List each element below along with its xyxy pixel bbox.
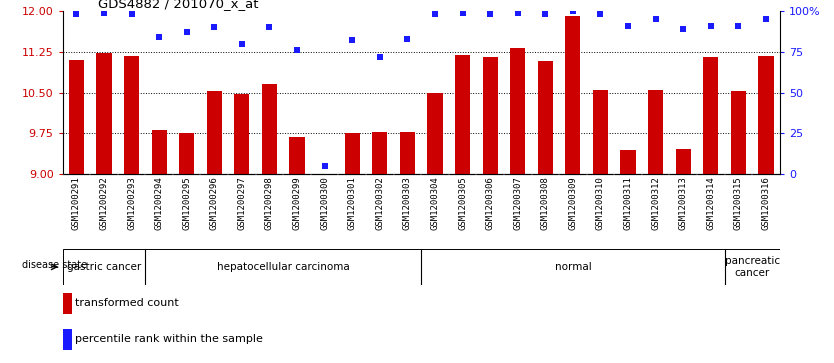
Bar bbox=[234, 94, 249, 174]
Bar bbox=[63, 293, 72, 314]
Point bbox=[759, 16, 772, 22]
Text: GSM1200298: GSM1200298 bbox=[265, 176, 274, 230]
Point bbox=[539, 11, 552, 17]
Bar bbox=[124, 56, 139, 174]
Bar bbox=[262, 84, 277, 174]
Text: GSM1200294: GSM1200294 bbox=[154, 176, 163, 230]
Point bbox=[649, 16, 662, 22]
Text: pancreatic
cancer: pancreatic cancer bbox=[725, 256, 780, 278]
Text: GSM1200316: GSM1200316 bbox=[761, 176, 771, 230]
Text: GSM1200310: GSM1200310 bbox=[596, 176, 605, 230]
Bar bbox=[179, 133, 194, 174]
Point bbox=[318, 163, 331, 169]
Bar bbox=[399, 132, 415, 174]
Bar bbox=[63, 329, 72, 350]
Bar bbox=[620, 150, 636, 174]
Point bbox=[400, 36, 414, 41]
Text: GSM1200306: GSM1200306 bbox=[485, 176, 495, 230]
Bar bbox=[427, 93, 443, 174]
Bar bbox=[703, 57, 718, 174]
Text: GSM1200295: GSM1200295 bbox=[182, 176, 191, 230]
Point bbox=[731, 23, 745, 29]
Text: normal: normal bbox=[555, 262, 591, 272]
Bar bbox=[152, 130, 167, 174]
Bar bbox=[207, 91, 222, 174]
Text: transformed count: transformed count bbox=[75, 298, 178, 308]
Point bbox=[263, 24, 276, 30]
Text: disease state: disease state bbox=[22, 260, 87, 270]
Text: GSM1200312: GSM1200312 bbox=[651, 176, 661, 230]
Point bbox=[208, 24, 221, 30]
Point bbox=[235, 41, 249, 46]
Text: GDS4882 / 201070_x_at: GDS4882 / 201070_x_at bbox=[98, 0, 259, 10]
Text: GSM1200304: GSM1200304 bbox=[430, 176, 440, 230]
Bar bbox=[510, 48, 525, 174]
Text: GSM1200311: GSM1200311 bbox=[624, 176, 632, 230]
Text: gastric cancer: gastric cancer bbox=[67, 262, 141, 272]
Point bbox=[511, 9, 525, 15]
Bar bbox=[758, 56, 774, 174]
Point bbox=[98, 9, 111, 15]
Bar bbox=[593, 90, 608, 174]
Text: GSM1200305: GSM1200305 bbox=[458, 176, 467, 230]
Bar bbox=[68, 60, 84, 174]
Text: GSM1200303: GSM1200303 bbox=[403, 176, 412, 230]
Text: GSM1200302: GSM1200302 bbox=[375, 176, 384, 230]
Point bbox=[290, 47, 304, 53]
Point bbox=[704, 23, 717, 29]
Bar bbox=[97, 53, 112, 174]
Point bbox=[153, 34, 166, 40]
Point bbox=[566, 8, 580, 14]
Text: GSM1200314: GSM1200314 bbox=[706, 176, 716, 230]
Text: GSM1200299: GSM1200299 bbox=[293, 176, 302, 230]
Point bbox=[484, 11, 497, 17]
Bar bbox=[731, 91, 746, 174]
Bar bbox=[483, 57, 498, 174]
Point bbox=[125, 11, 138, 17]
Text: GSM1200293: GSM1200293 bbox=[127, 176, 136, 230]
Text: GSM1200301: GSM1200301 bbox=[348, 176, 357, 230]
Text: GSM1200315: GSM1200315 bbox=[734, 176, 743, 230]
Point bbox=[594, 11, 607, 17]
Bar bbox=[455, 55, 470, 174]
Text: GSM1200300: GSM1200300 bbox=[320, 176, 329, 230]
Text: GSM1200313: GSM1200313 bbox=[679, 176, 688, 230]
Text: hepatocellular carcinoma: hepatocellular carcinoma bbox=[217, 262, 349, 272]
Text: GSM1200291: GSM1200291 bbox=[72, 176, 81, 230]
Bar bbox=[538, 61, 553, 174]
Point bbox=[70, 11, 83, 17]
Text: GSM1200307: GSM1200307 bbox=[513, 176, 522, 230]
Text: GSM1200296: GSM1200296 bbox=[210, 176, 219, 230]
Point bbox=[621, 23, 635, 29]
Bar bbox=[344, 133, 359, 174]
Point bbox=[180, 29, 193, 35]
Bar bbox=[289, 137, 304, 174]
Point bbox=[373, 54, 386, 60]
Point bbox=[676, 26, 690, 32]
Text: GSM1200297: GSM1200297 bbox=[238, 176, 246, 230]
Point bbox=[456, 9, 470, 15]
Point bbox=[345, 37, 359, 43]
Bar bbox=[676, 149, 691, 174]
Bar bbox=[648, 90, 663, 174]
Bar bbox=[565, 16, 580, 174]
Text: GSM1200309: GSM1200309 bbox=[569, 176, 577, 230]
Text: percentile rank within the sample: percentile rank within the sample bbox=[75, 334, 263, 344]
Bar bbox=[372, 132, 387, 174]
Text: GSM1200292: GSM1200292 bbox=[99, 176, 108, 230]
Text: GSM1200308: GSM1200308 bbox=[540, 176, 550, 230]
Point bbox=[429, 11, 442, 17]
